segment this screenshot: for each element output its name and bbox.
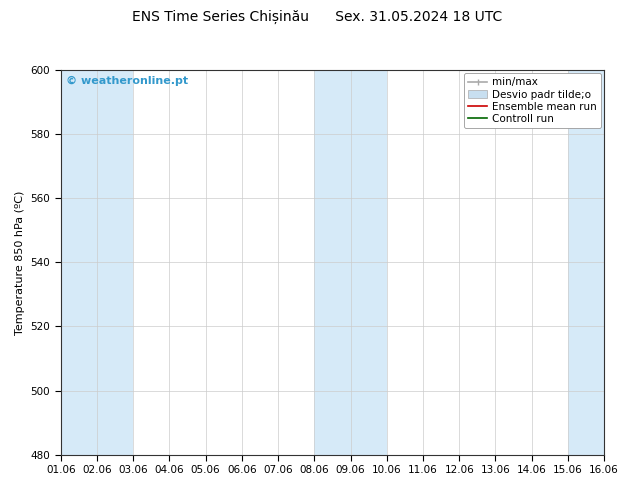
Bar bbox=[61, 70, 133, 455]
Bar bbox=[568, 70, 604, 455]
Y-axis label: Temperature 850 hPa (ºC): Temperature 850 hPa (ºC) bbox=[15, 190, 25, 335]
Bar bbox=[314, 70, 387, 455]
Text: ENS Time Series Chișinău      Sex. 31.05.2024 18 UTC: ENS Time Series Chișinău Sex. 31.05.2024… bbox=[132, 10, 502, 24]
Legend: min/max, Desvio padr tilde;o, Ensemble mean run, Controll run: min/max, Desvio padr tilde;o, Ensemble m… bbox=[464, 74, 601, 128]
Text: © weatheronline.pt: © weatheronline.pt bbox=[66, 76, 188, 86]
